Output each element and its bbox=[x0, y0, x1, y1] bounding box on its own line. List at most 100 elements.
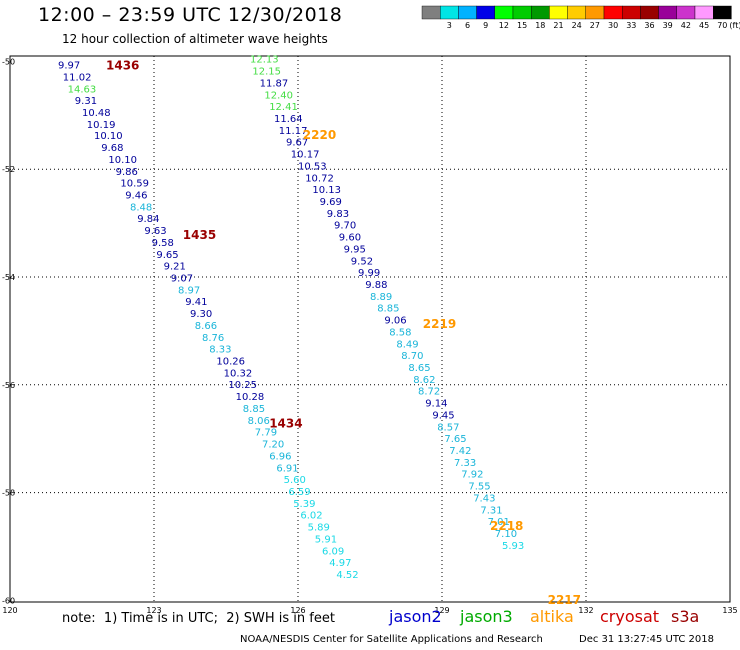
swh-value-label: 10.13 bbox=[312, 185, 341, 196]
swh-value-label: 9.31 bbox=[75, 96, 97, 107]
swh-value-label: 11.64 bbox=[274, 114, 303, 125]
swh-value-label: 12.41 bbox=[269, 102, 298, 113]
swh-value-label: 14.63 bbox=[68, 84, 97, 95]
y-tick-label: -50 bbox=[2, 57, 15, 66]
page-title: 12:00 – 23:59 UTC 12/30/2018 bbox=[38, 4, 343, 26]
scale-swatch bbox=[421, 5, 441, 20]
swh-value-label: 7.79 bbox=[255, 428, 277, 439]
y-tick-label: -58 bbox=[2, 489, 15, 498]
scale-swatch bbox=[603, 5, 623, 20]
scale-swatch bbox=[567, 5, 586, 20]
swh-value-label: 6.96 bbox=[269, 451, 291, 462]
swh-value-label: 7.65 bbox=[444, 434, 466, 445]
grid-lines bbox=[10, 56, 730, 602]
scale-label: 15 bbox=[517, 21, 527, 30]
data-points: 9.9711.0214.639.3110.4810.1910.109.6810.… bbox=[58, 55, 524, 581]
swh-value-label: 11.87 bbox=[260, 78, 289, 89]
swh-value-label: 5.91 bbox=[315, 534, 337, 545]
swh-value-label: 8.89 bbox=[370, 292, 392, 303]
swh-value-label: 8.76 bbox=[202, 333, 224, 344]
swh-value-label: 5.89 bbox=[308, 523, 330, 534]
pass-labels: 1436 1435 1434 2220 2219 2218 2217 bbox=[106, 59, 581, 607]
scale-label: 12 bbox=[499, 21, 509, 30]
swh-value-label: 9.86 bbox=[116, 167, 138, 178]
swh-value-label: 8.85 bbox=[243, 404, 265, 415]
scale-swatch bbox=[476, 5, 496, 20]
swh-value-label: 9.83 bbox=[327, 209, 349, 220]
swh-value-label: 7.92 bbox=[461, 470, 483, 481]
swh-value-label: 8.48 bbox=[130, 202, 152, 213]
pass-number-label: 1436 bbox=[106, 59, 139, 73]
swh-value-label: 6.59 bbox=[288, 487, 310, 498]
swh-value-label: 10.59 bbox=[120, 179, 149, 190]
scale-swatch bbox=[640, 5, 659, 20]
swh-value-label: 8.97 bbox=[178, 285, 200, 296]
swh-value-label: 9.65 bbox=[156, 250, 178, 261]
plot-frame bbox=[9, 55, 731, 603]
scale-label: 24 bbox=[572, 21, 582, 30]
scale-swatch bbox=[458, 5, 477, 20]
swh-value-label: 10.32 bbox=[224, 368, 253, 379]
swh-value-label: 9.30 bbox=[190, 309, 212, 320]
swh-value-label: 9.58 bbox=[152, 238, 174, 249]
scale-label: 42 bbox=[681, 21, 691, 30]
swh-value-label: 6.09 bbox=[322, 546, 344, 557]
scale-label: 36 bbox=[644, 21, 654, 30]
swh-value-label: 5.60 bbox=[284, 475, 306, 486]
swh-value-label: 8.85 bbox=[377, 304, 399, 315]
legend-altika: altika bbox=[530, 607, 574, 626]
scale-label: 33 bbox=[626, 21, 636, 30]
swh-value-label: 10.53 bbox=[298, 161, 327, 172]
pass-number-label: 2218 bbox=[490, 519, 523, 533]
swh-value-label: 6.02 bbox=[300, 511, 322, 522]
scale-label: 70 bbox=[717, 21, 727, 30]
legend-cryosat: cryosat bbox=[600, 607, 660, 626]
x-tick-label: 120 bbox=[2, 606, 17, 615]
swh-value-label: 10.72 bbox=[305, 173, 334, 184]
scale-label: 39 bbox=[663, 21, 673, 30]
footer-credit: NOAA/NESDIS Center for Satellite Applica… bbox=[240, 634, 543, 645]
x-tick-label: 123 bbox=[146, 606, 161, 615]
axis-ticks: 120 123 126 129 132 135 -50 -52 -54 -56 -58 -60 bbox=[2, 57, 738, 615]
swh-value-label: 9.07 bbox=[171, 274, 193, 285]
swh-value-label: 8.06 bbox=[248, 416, 270, 427]
swh-value-label: 10.48 bbox=[82, 108, 111, 119]
y-tick-label: -56 bbox=[2, 381, 15, 390]
scale-swatch bbox=[585, 5, 605, 20]
scale-swatch bbox=[440, 5, 459, 20]
scale-label: 6 bbox=[465, 21, 470, 30]
swh-value-label: 7.55 bbox=[468, 482, 490, 493]
scale-swatch bbox=[658, 5, 677, 20]
swh-value-label: 9.84 bbox=[137, 214, 159, 225]
swh-value-label: 9.63 bbox=[144, 226, 166, 237]
swh-value-label: 9.14 bbox=[425, 399, 447, 410]
swh-value-label: 4.52 bbox=[336, 570, 358, 581]
scale-swatch bbox=[512, 5, 532, 20]
swh-value-label: 8.57 bbox=[437, 422, 459, 433]
swh-value-label: 9.45 bbox=[432, 410, 454, 421]
swh-value-label: 8.49 bbox=[396, 339, 418, 350]
y-tick-label: -54 bbox=[2, 273, 15, 282]
swh-value-label: 10.19 bbox=[87, 120, 116, 131]
x-tick-label: 129 bbox=[434, 606, 449, 615]
pass-number-label: 2220 bbox=[303, 128, 336, 142]
pass-number-label: 2219 bbox=[423, 317, 456, 331]
swh-value-label: 8.70 bbox=[401, 351, 423, 362]
legend-jason2: jason2 bbox=[389, 607, 442, 626]
scale-label: 9 bbox=[483, 21, 488, 30]
swh-value-label: 5.93 bbox=[502, 541, 524, 552]
swh-value-label: 9.88 bbox=[365, 280, 387, 291]
swh-value-label: 9.95 bbox=[344, 244, 366, 255]
swh-value-label: 11.17 bbox=[279, 126, 308, 137]
pass-number-label: 1435 bbox=[183, 228, 216, 242]
swh-value-label: 8.62 bbox=[413, 375, 435, 386]
swh-value-label: 9.52 bbox=[351, 256, 373, 267]
swh-value-label: 7.10 bbox=[495, 529, 517, 540]
units-note: note: 1) Time is in UTC; 2) SWH is in fe… bbox=[62, 611, 335, 626]
swh-value-label: 9.06 bbox=[384, 316, 406, 327]
swh-value-label: 8.72 bbox=[418, 387, 440, 398]
swh-value-label: 9.69 bbox=[320, 197, 342, 208]
scale-swatch bbox=[676, 5, 696, 20]
